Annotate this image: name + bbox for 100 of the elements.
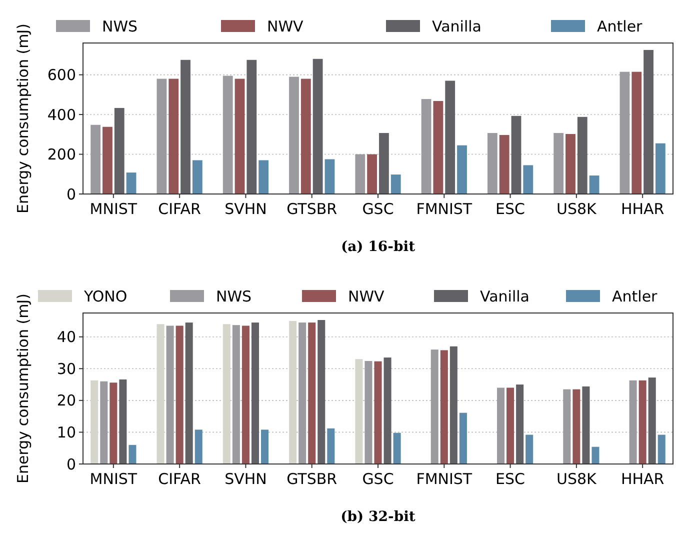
y-tick-label: 600 (47, 66, 76, 84)
y-tick-label: 10 (56, 423, 76, 442)
bar (390, 174, 401, 194)
y-tick-label: 20 (56, 392, 76, 410)
bar (90, 124, 101, 194)
x-tick-label: MNIST (90, 470, 138, 488)
bar (355, 154, 366, 194)
bar (459, 412, 467, 464)
bar (364, 361, 372, 464)
legend-label: NWS (216, 287, 252, 306)
bar (156, 78, 167, 194)
bar (566, 134, 576, 194)
bar (222, 76, 233, 194)
y-tick-label: 0 (66, 455, 76, 474)
bar (176, 326, 184, 464)
bar (582, 386, 590, 464)
bar (572, 389, 580, 464)
bar (102, 126, 112, 194)
bar (251, 322, 259, 464)
bar (592, 446, 600, 464)
legend-label: Antler (612, 287, 658, 306)
bar (430, 350, 438, 464)
y-tick-label: 200 (47, 146, 76, 164)
bar (126, 172, 136, 194)
bar (119, 379, 127, 464)
x-tick-label: US8K (556, 200, 598, 218)
x-tick-label: ESC (496, 470, 526, 488)
bar (632, 72, 642, 194)
bar (324, 159, 335, 194)
bar (589, 176, 600, 194)
bar (554, 133, 564, 194)
bar (421, 99, 432, 194)
bar (487, 133, 498, 194)
legend-label: Vanilla (480, 287, 530, 306)
x-tick-label: SVHN (224, 470, 267, 488)
legend-label: NWV (348, 287, 386, 306)
bar (100, 381, 108, 464)
bar (156, 324, 164, 464)
bar (511, 116, 522, 194)
bar (318, 320, 326, 464)
bar (110, 382, 118, 464)
bar (289, 320, 297, 464)
x-tick-label: FMNIST (416, 200, 473, 218)
bar (355, 359, 363, 464)
bar (185, 322, 193, 464)
y-tick-label: 0 (66, 185, 76, 204)
bar (658, 434, 666, 464)
bar (440, 350, 448, 464)
bar (367, 154, 377, 194)
x-tick-label: GSC (362, 200, 394, 218)
x-tick-label: HHAR (620, 470, 664, 488)
x-tick-label: CIFAR (158, 470, 201, 488)
bar (232, 325, 240, 464)
bar (192, 160, 202, 194)
bar (379, 133, 389, 194)
bar (384, 358, 392, 464)
bar (258, 160, 269, 194)
x-tick-label: MNIST (90, 200, 138, 218)
bar (523, 165, 534, 194)
bar (499, 134, 510, 194)
bar (648, 378, 656, 464)
bar (433, 101, 444, 194)
bar (526, 434, 534, 464)
y-tick-label: 30 (56, 360, 76, 378)
bar (261, 430, 269, 464)
x-tick-label: US8K (556, 470, 598, 488)
bar (222, 324, 230, 464)
bar (128, 444, 136, 464)
y-tick-label: 40 (56, 328, 76, 346)
bar (577, 116, 588, 194)
bar (312, 58, 323, 194)
x-tick-label: CIFAR (158, 200, 201, 218)
bar (374, 361, 382, 464)
y-axis-title: Energy consumption (mJ) (14, 24, 32, 214)
bar (563, 389, 571, 464)
x-tick-label: GTSBR (286, 470, 338, 488)
bar (308, 322, 316, 464)
bar (90, 380, 98, 464)
bar (180, 60, 190, 194)
bar (289, 76, 299, 194)
legend-label: Vanilla (432, 17, 482, 36)
bar (497, 388, 505, 464)
bar (655, 143, 666, 194)
x-tick-label: FMNIST (416, 470, 473, 488)
bar (445, 80, 456, 194)
x-tick-label: GSC (362, 470, 394, 488)
x-tick-label: SVHN (224, 200, 267, 218)
bar (629, 380, 637, 464)
bar (194, 430, 202, 464)
bar (644, 50, 654, 194)
bar (300, 78, 311, 194)
bar (393, 432, 401, 464)
text: (b) 32-bit (340, 509, 416, 525)
x-tick-label: ESC (496, 200, 526, 218)
y-tick-label: 400 (47, 106, 76, 124)
bar (620, 72, 630, 194)
bar (638, 380, 646, 464)
y-axis-title: Energy consumption (mJ) (14, 294, 32, 484)
x-tick-label: GTSBR (286, 200, 338, 218)
bar (450, 346, 458, 464)
